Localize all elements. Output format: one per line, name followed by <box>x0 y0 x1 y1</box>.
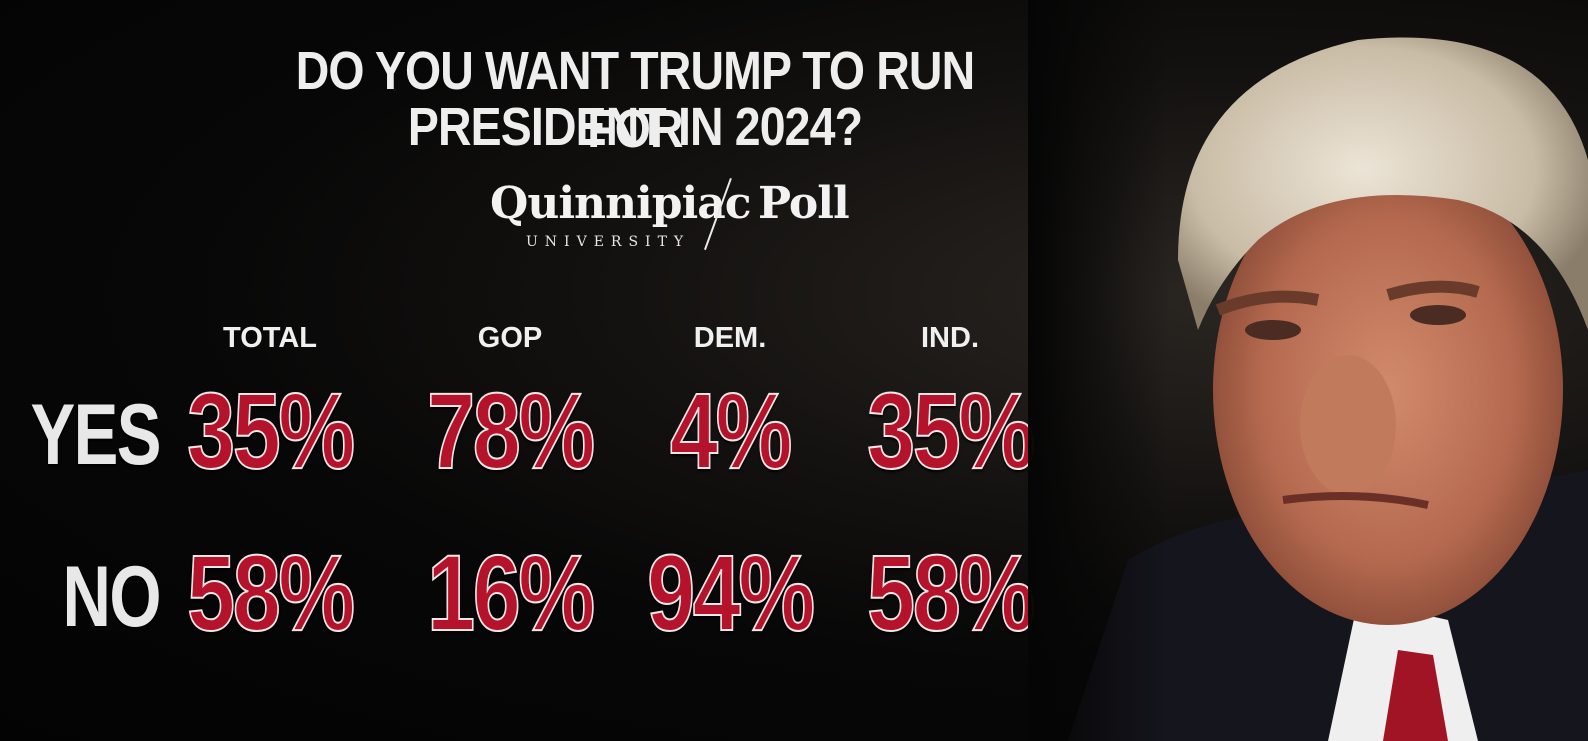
row-label-no: NO <box>62 549 162 645</box>
value-no-ind: 58% <box>866 531 1036 654</box>
value-no-dem: 94% <box>646 531 816 654</box>
value-yes-gop: 78% <box>426 369 596 492</box>
logo-university-text: UNIVERSITY <box>526 234 691 250</box>
title-line-1: DO YOU WANT TRUMP TO RUN FOR <box>295 41 975 159</box>
column-header-total: TOTAL <box>223 322 317 354</box>
title-line-2: PRESIDENT IN 2024? <box>407 97 863 157</box>
value-yes-dem: 4% <box>669 369 793 492</box>
column-header-gop: GOP <box>477 322 543 354</box>
value-yes-ind: 35% <box>866 369 1036 492</box>
column-header-dem: DEM. <box>693 322 767 354</box>
value-yes-total: 35% <box>186 369 356 492</box>
quinnipiac-poll-logo: Quinnipiac UNIVERSITY Poll <box>480 178 860 258</box>
value-no-total: 58% <box>186 531 356 654</box>
column-header-ind: IND. <box>921 322 979 354</box>
portrait-photo <box>1028 0 1588 741</box>
logo-poll-text: Poll <box>758 178 850 229</box>
row-label-yes: YES <box>30 387 161 483</box>
value-no-gop: 16% <box>426 531 596 654</box>
logo-quinnipiac-text: Quinnipiac <box>490 178 752 229</box>
